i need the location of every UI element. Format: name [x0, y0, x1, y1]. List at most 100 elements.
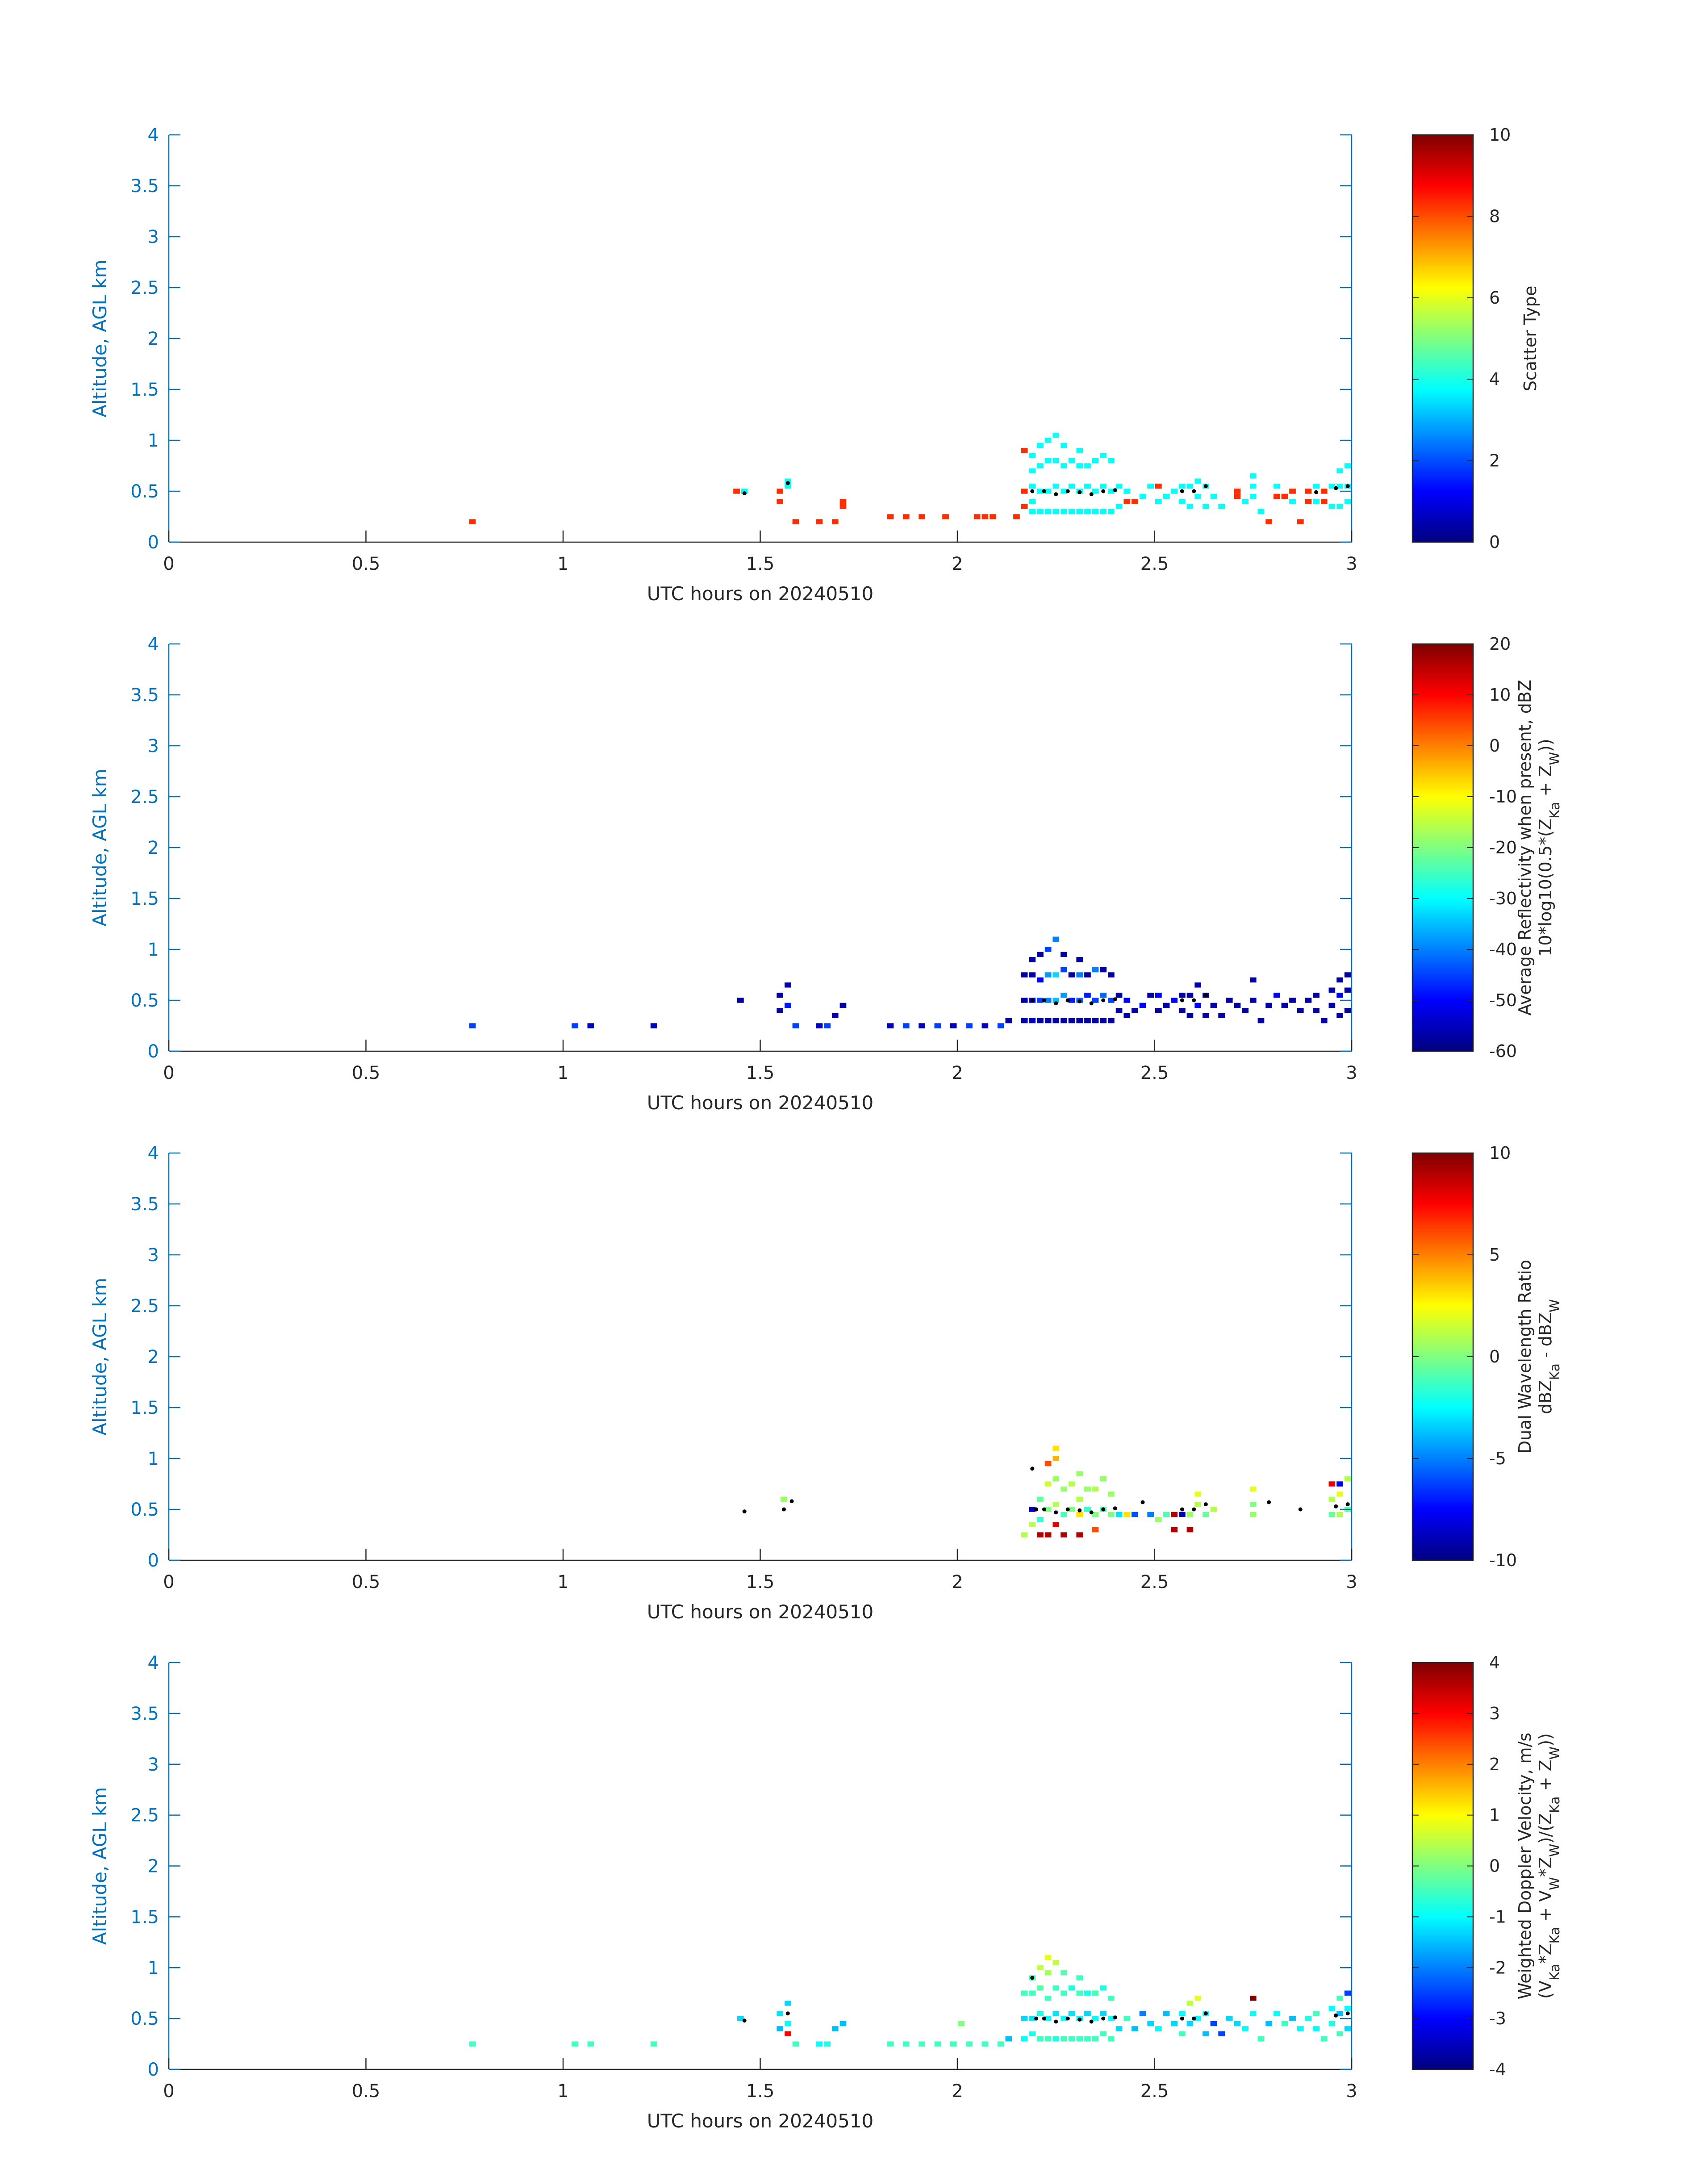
heatmap-cell — [1076, 463, 1083, 468]
heatmap-cell — [1336, 2031, 1343, 2036]
subscript-text: W — [1547, 752, 1563, 765]
colorbar-tick-label: 3 — [1489, 1704, 1500, 1723]
marker-dots — [742, 1467, 1350, 1515]
marker-dot — [1042, 998, 1046, 1003]
heatmap-cell — [737, 2016, 744, 2021]
heatmap-cell — [1123, 1013, 1131, 1018]
heatmap-cell — [1305, 2016, 1312, 2021]
heatmap-cell — [1147, 483, 1154, 489]
heatmap-cell — [792, 1023, 799, 1028]
heatmap-cell — [1076, 1975, 1083, 1981]
marker-dot — [1113, 997, 1117, 1002]
heatmap-cell — [1336, 1013, 1343, 1018]
y-tick-label: 0 — [148, 532, 159, 553]
heatmap-cell — [1297, 519, 1304, 525]
heatmap-cell — [1092, 1018, 1099, 1024]
heatmap-cell — [1029, 957, 1036, 962]
heatmap-cell — [1108, 489, 1115, 494]
heatmap-cell — [1155, 499, 1162, 504]
y-tick-label: 2 — [148, 838, 159, 858]
heatmap-cell — [1044, 1532, 1052, 1538]
heatmap-cell — [1210, 2021, 1217, 2027]
y-tick-label: 4 — [148, 125, 159, 146]
heatmap-cell — [1273, 992, 1280, 998]
heatmap-cell — [1005, 1018, 1012, 1024]
marker-dot — [1314, 490, 1318, 494]
label-text: Weighted Doppler Velocity, m/s — [1515, 1733, 1535, 1999]
heatmap-cell — [1132, 2026, 1138, 2031]
heatmap-cell — [1281, 2021, 1288, 2027]
heatmap-cell — [1100, 2011, 1107, 2016]
marker-dot — [1298, 1507, 1303, 1512]
heatmap-cell — [650, 2041, 657, 2047]
heatmap-cell — [1100, 509, 1107, 514]
heatmap-cell — [1108, 2016, 1115, 2021]
heatmap-cell — [1029, 972, 1036, 978]
heatmap-cell — [1123, 499, 1131, 504]
heatmap-cell — [1273, 493, 1280, 499]
heatmap-cell — [1273, 483, 1280, 489]
marker-dot — [1065, 1507, 1070, 1512]
heatmap-cell — [1108, 1492, 1115, 1497]
heatmap-cell — [1092, 2036, 1099, 2042]
heatmap-cell — [1076, 509, 1083, 514]
y-tick-label: 3.5 — [130, 1704, 159, 1724]
heatmap-cell — [1249, 977, 1257, 983]
heatmap-cell — [1171, 1527, 1178, 1533]
colorbar-tick-label: -2 — [1489, 1958, 1506, 1977]
heatmap-cell — [1297, 2026, 1304, 2031]
heatmap-cell — [1234, 493, 1241, 499]
x-tick-label: 1.5 — [746, 2081, 775, 2102]
x-tick-label: 2.5 — [1140, 1063, 1169, 1083]
heatmap-cell — [792, 2041, 799, 2047]
heatmap-cell — [1029, 2031, 1036, 2036]
heatmap-cell — [1029, 483, 1036, 489]
heatmap-cell — [785, 2001, 791, 2006]
colorbar-tick-label: -5 — [1489, 1449, 1506, 1468]
x-tick-label: 0 — [163, 2081, 174, 2102]
colorbar-label: Average Reflectivity when present, dBZ — [1515, 680, 1535, 1015]
heatmap-cell — [1194, 493, 1201, 499]
marker-dot — [1077, 490, 1082, 494]
heatmap-cell — [981, 514, 989, 519]
marker-dot — [1089, 1510, 1094, 1515]
marker-dot — [1030, 1467, 1035, 1471]
heatmap-cell — [1092, 967, 1099, 973]
colorbar-tick-label: 4 — [1489, 369, 1500, 389]
heatmap-cell — [1084, 1507, 1091, 1512]
panels: 0 0.5 1 1.5 2 2.5 3 3.5 4 0 0.5 1 1.5 2 2.5 3 UTC hours … — [89, 125, 1563, 2132]
heatmap-cell — [1123, 1512, 1131, 1517]
marker-dot — [1034, 2016, 1039, 2021]
heatmap-cell — [1179, 1512, 1186, 1517]
heatmap-cell — [1092, 1486, 1099, 1492]
heatmap-cell — [1249, 998, 1257, 1003]
x-tick-label: 3 — [1346, 554, 1357, 574]
y-tick-label: 1 — [148, 940, 159, 960]
heatmap-cell — [839, 1003, 847, 1008]
heatmap-cell — [785, 982, 791, 988]
heatmap-cell — [1044, 947, 1052, 952]
x-tick-label: 1.5 — [746, 554, 775, 574]
heatmap-cell — [1108, 998, 1115, 1003]
marker-dot — [1345, 1502, 1350, 1507]
heatmap-cell — [1305, 489, 1312, 494]
colorbar-tick-label: -1 — [1489, 1907, 1506, 1926]
heatmap-cell — [1242, 499, 1249, 504]
heatmap-cell — [1249, 493, 1257, 499]
heatmap-cell — [1179, 2031, 1186, 2036]
heatmap-cell — [1037, 998, 1044, 1003]
heatmap-cell — [1344, 987, 1351, 993]
heatmap-cell — [1108, 972, 1115, 978]
heatmap-cell — [1100, 967, 1107, 973]
heatmap-cell — [1328, 504, 1336, 509]
x-axis-label: UTC hours on 20240510 — [647, 1092, 874, 1114]
y-tick-label: 4 — [148, 1653, 159, 1673]
heatmap-cell — [1021, 489, 1028, 494]
heatmap-cell — [785, 2021, 791, 2027]
y-tick-label: 2 — [148, 1347, 159, 1367]
heatmap-cell — [1029, 1990, 1036, 1996]
heatmap-cell — [1210, 493, 1217, 499]
heatmap-cell — [1249, 473, 1257, 479]
heatmap-cell — [1344, 972, 1351, 978]
heatmap-cell — [934, 1023, 941, 1028]
